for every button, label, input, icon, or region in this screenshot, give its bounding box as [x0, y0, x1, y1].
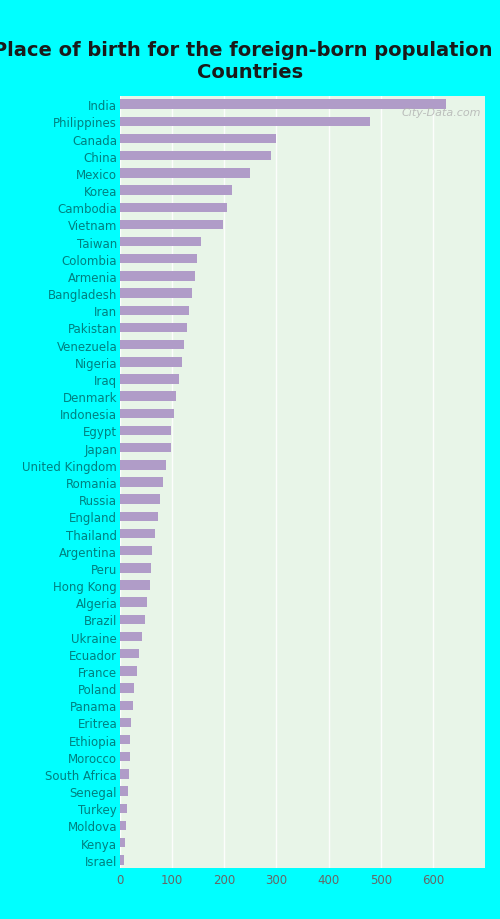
Bar — [120, 478, 163, 487]
Bar — [120, 426, 171, 436]
Bar — [120, 701, 133, 710]
Bar — [120, 289, 192, 299]
Bar — [120, 547, 152, 556]
Bar — [120, 529, 155, 539]
Bar — [120, 357, 182, 367]
Bar — [120, 615, 144, 624]
Bar — [120, 856, 124, 865]
Bar — [120, 444, 170, 453]
Bar — [120, 598, 147, 607]
Bar — [120, 135, 276, 144]
Bar — [120, 735, 130, 744]
Bar — [120, 100, 446, 109]
Bar — [120, 563, 152, 573]
Bar — [120, 581, 150, 590]
Bar — [120, 169, 250, 178]
Bar — [120, 409, 174, 418]
Bar — [120, 753, 130, 762]
Bar — [120, 769, 129, 778]
Bar — [120, 632, 142, 641]
Bar — [120, 306, 190, 315]
Bar — [120, 460, 166, 470]
Bar — [120, 203, 227, 212]
Bar — [120, 787, 128, 796]
Bar — [120, 821, 126, 830]
Bar — [120, 375, 179, 384]
Bar — [120, 666, 136, 675]
Bar — [120, 341, 184, 350]
Text: Place of birth for the foreign-born population -
Countries: Place of birth for the foreign-born popu… — [0, 41, 500, 83]
Bar — [120, 684, 134, 693]
Bar — [120, 238, 201, 247]
Bar — [120, 118, 370, 127]
Bar — [120, 838, 125, 847]
Bar — [120, 187, 232, 196]
Bar — [120, 718, 132, 727]
Bar — [120, 152, 271, 161]
Bar — [120, 221, 223, 230]
Bar — [120, 495, 160, 505]
Bar — [120, 392, 176, 402]
Bar — [120, 650, 140, 659]
Bar — [120, 804, 128, 813]
Bar — [120, 323, 186, 333]
Text: City-Data.com: City-Data.com — [402, 108, 481, 118]
Bar — [120, 272, 194, 281]
Bar — [120, 512, 158, 521]
Bar — [120, 255, 197, 264]
